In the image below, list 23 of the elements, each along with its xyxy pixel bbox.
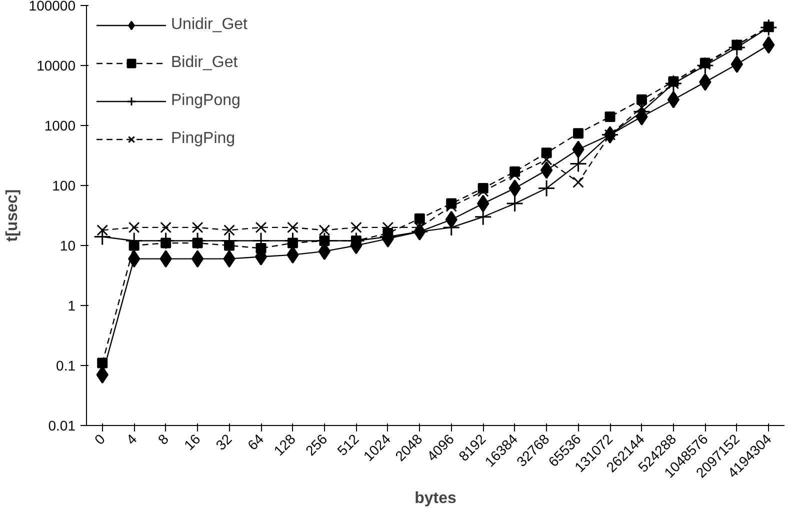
x-tick-label: 256 [302,430,330,459]
y-tick-label: 1 [68,298,76,314]
x-tick-label: 0 [91,430,108,448]
legend-label: Unidir_Get [171,16,248,34]
x-tick-label: 16 [180,430,204,454]
x-tick-label: 128 [270,430,299,459]
x-tick-label: 64 [244,430,267,454]
y-tick-label: 10000 [36,58,76,74]
y-axis-title: t[usec] [4,189,21,242]
y-tick-label: 0.01 [48,418,76,434]
legend-label: PingPing [171,130,236,148]
x-tick-label: 512 [334,430,362,459]
x-axis-title: bytes [414,490,456,508]
y-tick-label: 100 [52,178,76,194]
legend-label: Bidir_Get [171,54,238,72]
x-tick-label: 4 [122,430,140,448]
legend-label: PingPong [171,92,240,110]
y-tick-label: 1000 [44,118,76,134]
y-tick-label: 100000 [28,0,76,14]
x-tick-label: 8 [154,430,172,448]
x-tick-label: 32 [212,430,236,454]
y-tick-label: 10 [60,238,76,254]
y-tick-label: 0.1 [56,358,76,374]
